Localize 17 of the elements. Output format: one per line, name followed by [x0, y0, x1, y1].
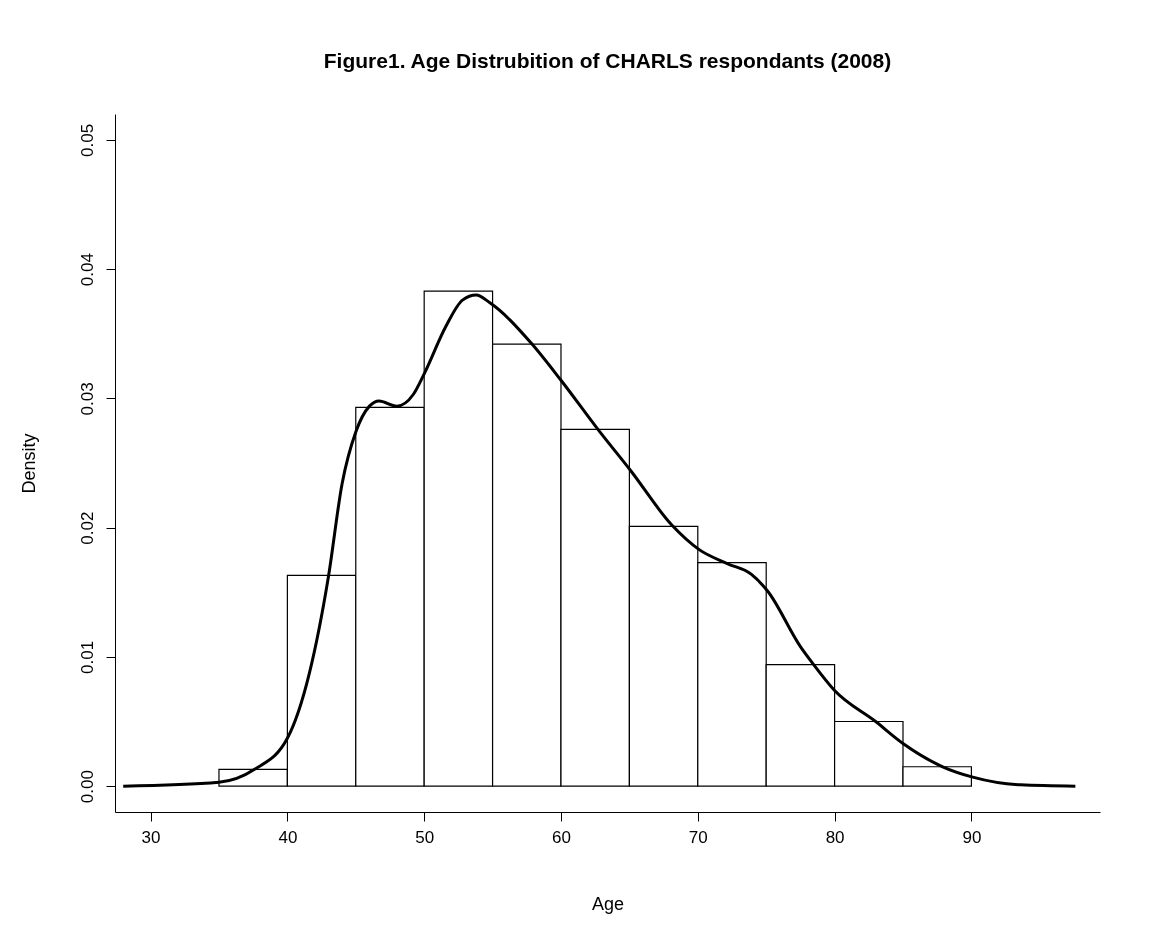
x-tick-label: 60 — [552, 827, 571, 847]
x-tick-label: 50 — [415, 827, 435, 847]
x-tick-label: 80 — [825, 827, 845, 847]
chart-title: Figure1. Age Distrubition of CHARLS respondants (2008) — [323, 49, 892, 72]
y-axis-title: Density — [18, 433, 39, 494]
x-tick-label: 40 — [278, 827, 298, 847]
y-tick-label: 0.00 — [77, 770, 97, 804]
y-tick-label: 0.03 — [77, 382, 97, 416]
y-tick-label: 0.02 — [77, 511, 97, 545]
x-tick-label: 30 — [141, 827, 161, 847]
y-tick-label: 0.05 — [77, 123, 97, 157]
x-tick-label: 90 — [962, 827, 982, 847]
y-tick-label: 0.04 — [77, 253, 97, 287]
line-series — [121, 293, 1077, 788]
y-tick-label: 0.01 — [77, 640, 97, 674]
x-tick-label: 70 — [688, 827, 708, 847]
x-axis-title: Age — [591, 893, 625, 914]
